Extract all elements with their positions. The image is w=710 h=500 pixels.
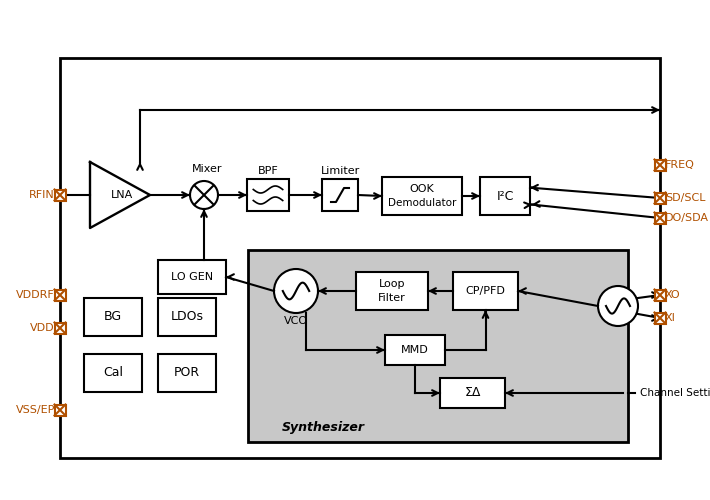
Bar: [356, 272, 428, 310]
Bar: [322, 179, 358, 211]
Text: OOK: OOK: [410, 184, 435, 194]
Bar: [655, 192, 665, 203]
Text: I²C: I²C: [496, 190, 514, 202]
Text: Synthesizer: Synthesizer: [281, 422, 364, 434]
Bar: [60, 58, 660, 458]
Bar: [382, 177, 462, 215]
Text: CP/PFD: CP/PFD: [466, 286, 506, 296]
Bar: [158, 260, 226, 294]
Bar: [655, 212, 665, 224]
Circle shape: [190, 181, 218, 209]
Text: POR: POR: [174, 366, 200, 380]
Text: DO/SDA: DO/SDA: [665, 213, 709, 223]
Text: ΣΔ: ΣΔ: [464, 386, 481, 400]
Bar: [655, 312, 665, 324]
Circle shape: [598, 286, 638, 326]
Text: Mixer: Mixer: [192, 164, 222, 174]
Bar: [84, 354, 142, 392]
Circle shape: [274, 269, 318, 313]
Text: VDD: VDD: [31, 323, 55, 333]
Text: XI: XI: [665, 313, 676, 323]
Bar: [655, 160, 665, 170]
Text: RFIN: RFIN: [29, 190, 55, 200]
Bar: [385, 335, 445, 365]
Text: BPF: BPF: [258, 166, 278, 176]
Bar: [158, 354, 216, 392]
Text: VSS/EP: VSS/EP: [16, 405, 55, 415]
Text: XO: XO: [665, 290, 681, 300]
Bar: [655, 290, 665, 300]
Text: Filter: Filter: [378, 293, 406, 303]
Bar: [55, 290, 65, 300]
Bar: [440, 378, 505, 408]
Text: LO GEN: LO GEN: [171, 272, 213, 282]
Bar: [158, 298, 216, 336]
Bar: [480, 177, 530, 215]
Bar: [84, 298, 142, 336]
Text: VDDRF: VDDRF: [16, 290, 55, 300]
Text: FREQ: FREQ: [665, 160, 695, 170]
Text: MMD: MMD: [401, 345, 429, 355]
Text: SD/SCL: SD/SCL: [665, 193, 706, 203]
Text: Limiter: Limiter: [320, 166, 360, 176]
Text: Channel Setting: Channel Setting: [640, 388, 710, 398]
Bar: [248, 250, 628, 442]
Bar: [55, 322, 65, 334]
Bar: [247, 179, 289, 211]
Text: LDOs: LDOs: [170, 310, 204, 324]
Bar: [55, 190, 65, 200]
Text: Demodulator: Demodulator: [388, 198, 457, 208]
Bar: [453, 272, 518, 310]
Text: Cal: Cal: [103, 366, 123, 380]
Text: LNA: LNA: [111, 190, 133, 200]
Text: VCO: VCO: [284, 316, 308, 326]
Text: Loop: Loop: [378, 279, 405, 289]
Bar: [55, 404, 65, 415]
Text: BG: BG: [104, 310, 122, 324]
